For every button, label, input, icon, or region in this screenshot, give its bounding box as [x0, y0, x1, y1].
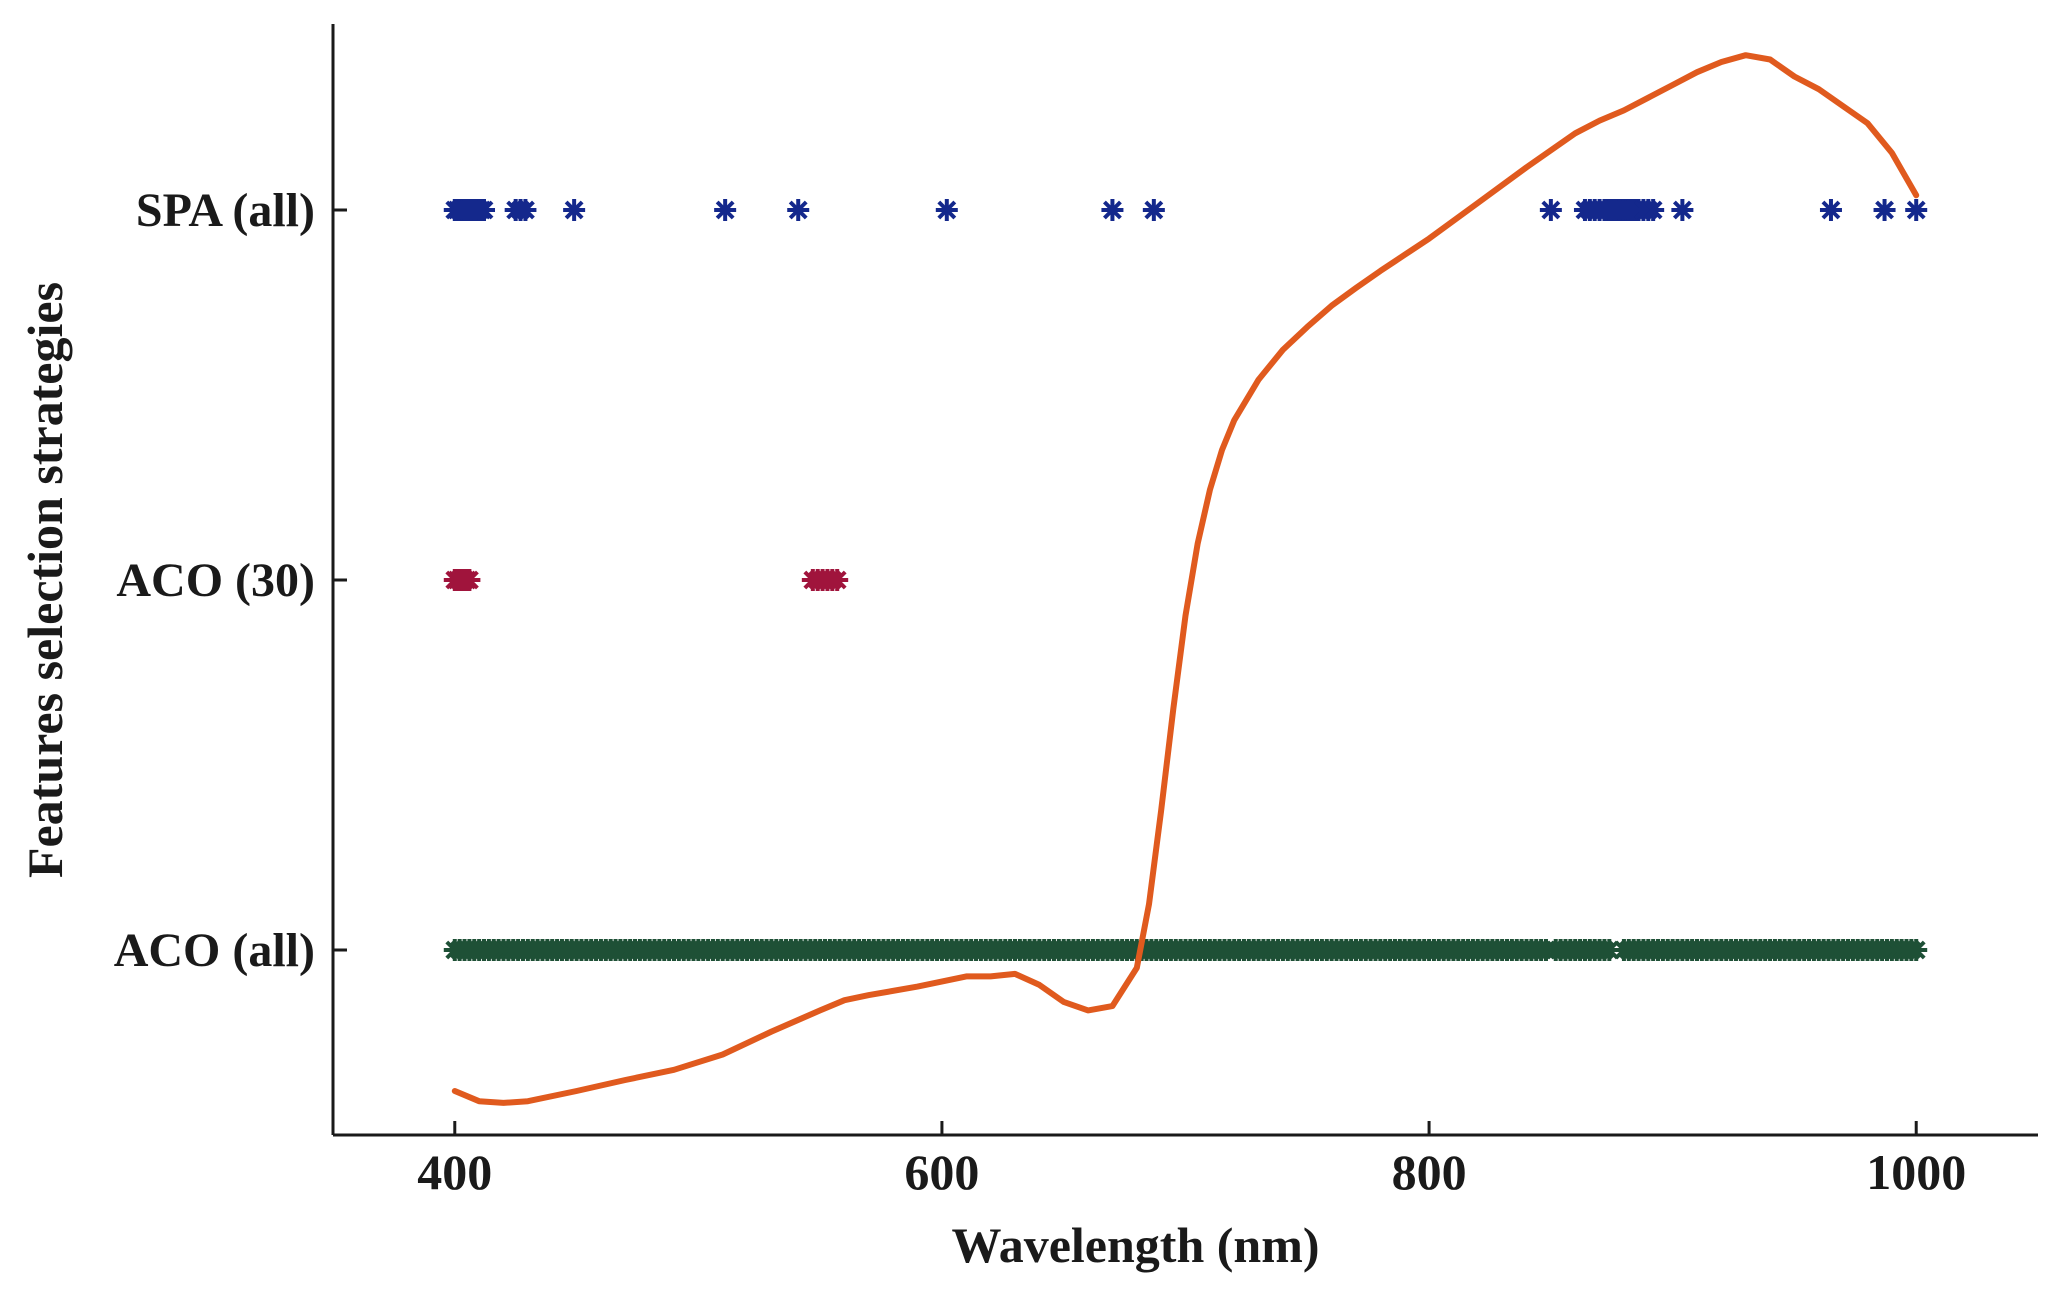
x-tick-label: 800: [1392, 1144, 1467, 1200]
marker-spa-all: [1819, 199, 1842, 221]
marker-spa-all: [514, 199, 537, 221]
marker-spa-all: [1539, 199, 1562, 221]
marker-spa-all: [473, 199, 496, 221]
marker-spa-all: [1671, 199, 1694, 221]
marker-spa-all: [1905, 199, 1928, 221]
y-tick-label: ACO (all): [114, 924, 315, 977]
marker-spa-all: [714, 199, 737, 221]
x-tick-label: 400: [417, 1144, 492, 1200]
marker-spa-all: [1642, 199, 1665, 221]
marker-spa-all: [1873, 199, 1896, 221]
marker-aco-30: [458, 569, 481, 591]
x-tick-label: 600: [904, 1144, 979, 1200]
marker-aco-30: [826, 569, 849, 591]
marker-spa-all: [1142, 199, 1165, 221]
marker-spa-all: [563, 199, 586, 221]
y-tick-label: SPA (all): [136, 184, 315, 237]
marker-spa-all: [1101, 199, 1124, 221]
marker-spa-all: [787, 199, 810, 221]
marker-spa-all: [935, 199, 958, 221]
marker-aco-all: [1905, 939, 1928, 961]
x-axis-label: Wavelength (nm): [951, 1217, 1319, 1273]
y-tick-label: ACO (30): [116, 554, 315, 607]
y-axis-label: Features selection strategies: [17, 282, 73, 878]
spectrum-line: [451, 52, 1920, 1106]
plot-area: 400 600 800 1000 ACO (all) ACO (30) SPA (all) W…: [17, 24, 2038, 1273]
x-tick-label: 1000: [1866, 1144, 1966, 1200]
